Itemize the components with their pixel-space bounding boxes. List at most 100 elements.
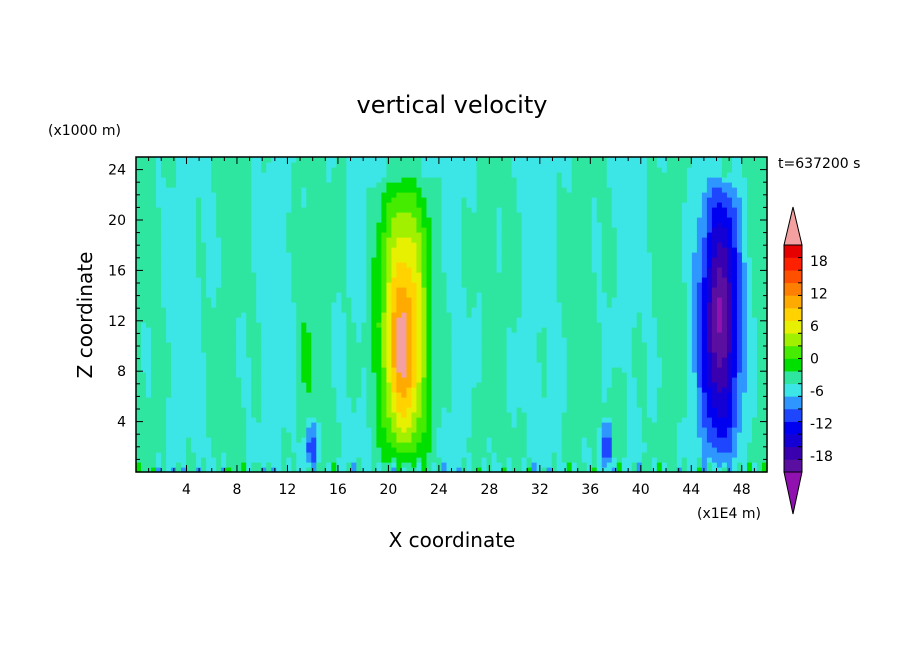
- field-cell: [301, 377, 307, 383]
- field-cell: [396, 292, 403, 298]
- field-cell: [401, 422, 408, 428]
- field-cell: [676, 397, 683, 403]
- field-cell: [416, 397, 423, 403]
- field-cell: [206, 302, 212, 308]
- field-cell: [156, 452, 162, 458]
- field-cell: [156, 292, 162, 298]
- field-cell: [446, 352, 453, 358]
- field-cell: [286, 397, 292, 403]
- field-cell: [266, 347, 272, 353]
- field-cell: [311, 427, 317, 433]
- field-cell: [186, 297, 192, 303]
- field-cell: [481, 372, 488, 378]
- field-cell: [516, 327, 523, 333]
- field-cell: [356, 377, 362, 383]
- field-cell: [351, 432, 357, 438]
- field-cell: [496, 462, 503, 468]
- field-cell: [291, 317, 297, 323]
- field-cell: [746, 302, 753, 308]
- field-cell: [611, 362, 618, 368]
- field-cell: [276, 427, 282, 433]
- field-cell: [306, 322, 312, 328]
- field-cell: [231, 417, 237, 423]
- field-cell: [191, 387, 197, 393]
- field-cell: [741, 367, 748, 373]
- field-cell: [716, 432, 723, 438]
- field-cell: [531, 342, 538, 348]
- field-cell: [186, 417, 192, 423]
- field-cell: [531, 292, 538, 298]
- field-cell: [266, 357, 272, 363]
- field-cell: [696, 432, 703, 438]
- field-cell: [181, 357, 187, 363]
- field-cell: [361, 357, 367, 363]
- field-cell: [686, 447, 693, 453]
- field-cell: [286, 337, 292, 343]
- field-cell: [401, 357, 408, 363]
- field-cell: [646, 352, 653, 358]
- field-cell: [241, 412, 247, 418]
- field-cell: [711, 287, 718, 293]
- field-cell: [601, 347, 608, 353]
- field-cell: [576, 317, 583, 323]
- field-cell: [741, 402, 748, 408]
- field-cell: [646, 452, 653, 458]
- field-cell: [401, 367, 408, 373]
- field-cell: [541, 422, 548, 428]
- field-cell: [461, 362, 468, 368]
- field-cell: [746, 317, 753, 323]
- field-cell: [671, 277, 678, 283]
- field-cell: [346, 362, 352, 368]
- field-cell: [621, 407, 628, 413]
- field-cell: [286, 427, 292, 433]
- field-cell: [566, 322, 573, 328]
- field-cell: [621, 332, 628, 338]
- field-cell: [206, 327, 212, 333]
- field-cell: [726, 462, 733, 468]
- field-cell: [481, 322, 488, 328]
- field-cell: [681, 407, 688, 413]
- field-cell: [476, 387, 483, 393]
- field-cell: [736, 357, 743, 363]
- field-cell: [286, 407, 292, 413]
- field-cell: [666, 327, 673, 333]
- field-cell: [236, 437, 242, 443]
- field-cell: [541, 367, 548, 373]
- field-cell: [676, 317, 683, 323]
- field-cell: [516, 352, 523, 358]
- field-cell: [281, 322, 287, 328]
- field-cell: [176, 297, 182, 303]
- field-cell: [611, 357, 618, 363]
- field-cell: [456, 452, 463, 458]
- field-cell: [471, 427, 478, 433]
- field-cell: [551, 282, 558, 288]
- field-cell: [391, 387, 398, 393]
- field-cell: [206, 407, 212, 413]
- field-cell: [246, 392, 252, 398]
- field-cell: [341, 402, 347, 408]
- field-cell: [616, 322, 623, 328]
- field-cell: [216, 432, 222, 438]
- field-cell: [726, 327, 733, 333]
- field-cell: [656, 307, 663, 313]
- field-cell: [746, 462, 753, 468]
- field-cell: [441, 297, 448, 303]
- field-cell: [471, 277, 478, 283]
- field-cell: [521, 382, 528, 388]
- field-cell: [651, 377, 658, 383]
- field-cell: [291, 437, 297, 443]
- field-cell: [716, 407, 723, 413]
- field-cell: [426, 442, 433, 448]
- field-cell: [296, 332, 302, 338]
- field-cell: [416, 352, 423, 358]
- field-cell: [411, 427, 418, 433]
- field-cell: [206, 367, 212, 373]
- field-cell: [421, 272, 428, 278]
- field-cell: [351, 272, 357, 278]
- field-cell: [736, 302, 743, 308]
- field-cell: [601, 447, 608, 453]
- field-cell: [326, 397, 332, 403]
- field-cell: [171, 337, 177, 343]
- field-cell: [366, 392, 372, 398]
- field-cell: [716, 327, 723, 333]
